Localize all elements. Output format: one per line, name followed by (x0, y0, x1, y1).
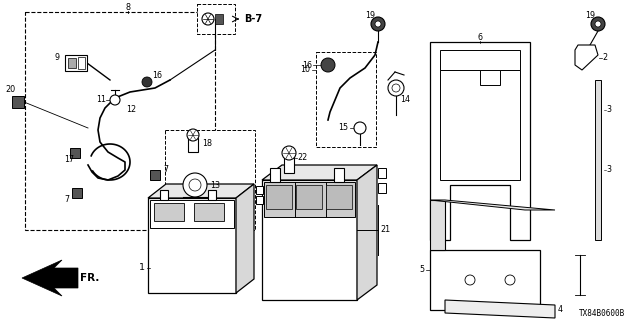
Text: 5: 5 (420, 266, 425, 275)
Polygon shape (357, 165, 377, 300)
Bar (150, 200, 234, 228)
Polygon shape (430, 200, 555, 210)
Bar (270, 168, 280, 182)
Circle shape (187, 129, 199, 141)
Text: 15: 15 (338, 124, 348, 132)
Text: FR.: FR. (80, 273, 99, 283)
Text: B-7: B-7 (244, 14, 262, 24)
Text: 17: 17 (64, 156, 74, 164)
Circle shape (505, 275, 515, 285)
Text: 10: 10 (300, 66, 310, 75)
Circle shape (371, 17, 385, 31)
Polygon shape (430, 200, 445, 250)
Text: 19: 19 (585, 11, 595, 20)
Circle shape (595, 21, 601, 27)
Polygon shape (440, 70, 520, 180)
Bar (194, 203, 224, 221)
Polygon shape (148, 184, 254, 198)
Bar (25, 12, 215, 230)
Circle shape (189, 179, 201, 191)
Bar (284, 155, 294, 173)
Circle shape (142, 77, 152, 87)
Text: 12: 12 (126, 106, 136, 115)
Text: 14: 14 (400, 95, 410, 105)
Bar (154, 203, 184, 221)
Bar (334, 168, 344, 182)
Bar (208, 190, 216, 200)
Text: 22: 22 (297, 154, 307, 163)
Text: 2: 2 (602, 53, 607, 62)
Polygon shape (22, 260, 78, 296)
Polygon shape (236, 184, 254, 293)
Bar (215, 14, 223, 24)
Bar (150, 170, 160, 180)
Bar (70, 148, 80, 158)
Text: 16: 16 (152, 71, 162, 81)
Circle shape (388, 80, 404, 96)
Circle shape (202, 13, 214, 25)
Bar (68, 58, 76, 68)
Bar (266, 185, 292, 209)
Bar (65, 55, 87, 71)
Circle shape (183, 173, 207, 197)
Bar (440, 50, 520, 70)
Text: 7: 7 (64, 196, 69, 204)
Bar (264, 182, 355, 217)
Circle shape (110, 95, 120, 105)
Circle shape (591, 17, 605, 31)
Polygon shape (148, 198, 236, 293)
Text: TX84B0600B: TX84B0600B (579, 308, 625, 317)
Bar (188, 138, 198, 152)
Bar (378, 168, 386, 178)
Bar (316, 52, 376, 147)
Polygon shape (575, 45, 598, 70)
Polygon shape (430, 42, 530, 240)
Bar (165, 130, 255, 230)
Text: 3: 3 (606, 165, 611, 174)
Polygon shape (262, 180, 357, 300)
Bar (72, 188, 82, 198)
Circle shape (465, 275, 475, 285)
Polygon shape (445, 300, 555, 318)
Polygon shape (262, 165, 377, 180)
Bar (595, 80, 601, 240)
Bar (378, 183, 386, 193)
Text: 6: 6 (477, 34, 483, 43)
Text: 16: 16 (302, 60, 312, 69)
Bar (256, 196, 263, 204)
Bar (256, 186, 263, 194)
Text: 9: 9 (55, 53, 60, 62)
Text: 21: 21 (380, 226, 390, 235)
Circle shape (282, 146, 296, 160)
Circle shape (354, 122, 366, 134)
Bar (326, 185, 352, 209)
Text: 8: 8 (125, 3, 131, 12)
Circle shape (375, 21, 381, 27)
Text: 4: 4 (558, 306, 563, 315)
Text: 20: 20 (5, 85, 15, 94)
Polygon shape (430, 250, 540, 310)
Circle shape (392, 84, 400, 92)
Text: 3: 3 (606, 106, 611, 115)
Circle shape (321, 58, 335, 72)
Text: 19: 19 (365, 11, 375, 20)
Text: 1: 1 (139, 263, 145, 273)
Bar (12, 96, 24, 108)
Bar (78, 57, 85, 69)
Bar (197, 4, 235, 34)
Bar (160, 190, 168, 200)
Bar (296, 185, 322, 209)
Text: 13: 13 (210, 180, 220, 189)
Text: 18: 18 (202, 139, 212, 148)
Text: 7: 7 (163, 165, 168, 174)
Text: 11: 11 (96, 95, 106, 105)
